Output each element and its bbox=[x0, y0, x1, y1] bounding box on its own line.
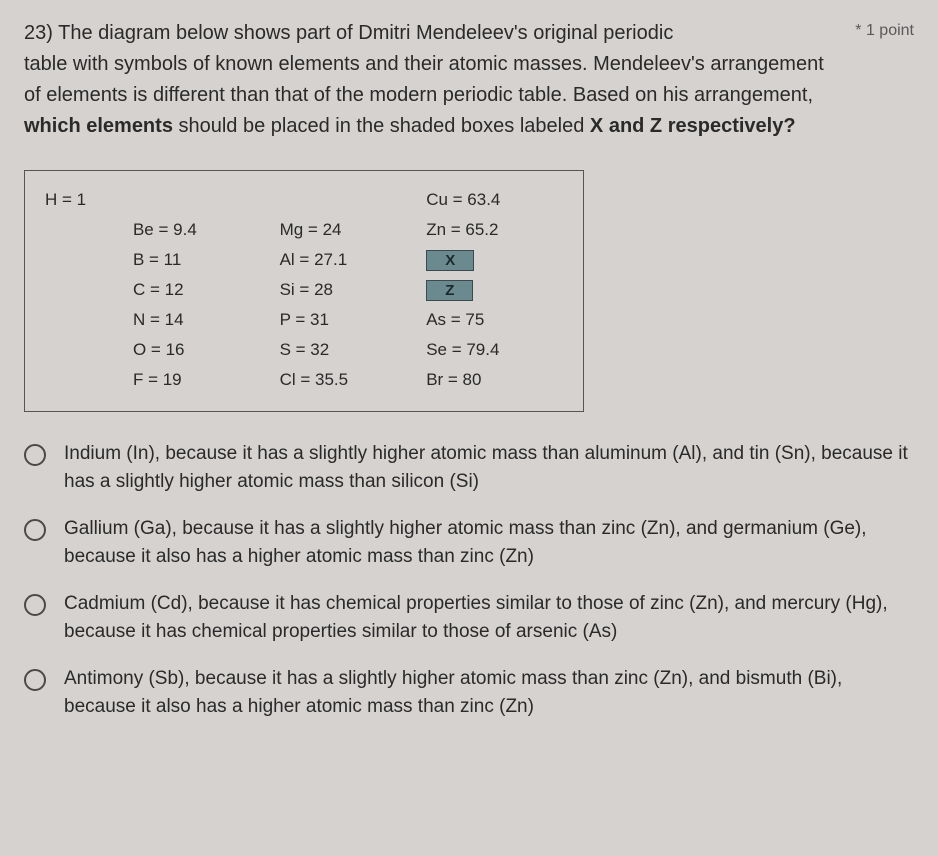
question-text: 23) The diagram below shows part of Dmit… bbox=[24, 18, 843, 142]
table-row: N = 14P = 31As = 75 bbox=[45, 305, 563, 335]
radio-icon[interactable] bbox=[24, 594, 46, 616]
cell-col4: Zn = 65.2 bbox=[426, 220, 563, 240]
cell-col2: B = 11 bbox=[133, 250, 280, 270]
radio-icon[interactable] bbox=[24, 444, 46, 466]
table-row: Be = 9.4Mg = 24Zn = 65.2 bbox=[45, 215, 563, 245]
answer-options: Indium (In), because it has a slightly h… bbox=[24, 440, 914, 720]
table-row: C = 12Si = 28Z bbox=[45, 275, 563, 305]
prompt-tail: should be placed in the shaded boxes lab… bbox=[173, 115, 590, 137]
question-header: 23) The diagram below shows part of Dmit… bbox=[24, 18, 914, 142]
cell-col4: X bbox=[426, 250, 563, 271]
cell-col4: Br = 80 bbox=[426, 370, 563, 390]
cell-col2: C = 12 bbox=[133, 280, 280, 300]
cell-col2: F = 19 bbox=[133, 370, 280, 390]
prompt-bold: which elements bbox=[24, 115, 173, 137]
option-text: Gallium (Ga), because it has a slightly … bbox=[64, 515, 914, 570]
cell-col3: Al = 27.1 bbox=[280, 250, 427, 270]
prompt-rest: table with symbols of known elements and… bbox=[24, 53, 824, 106]
cell-col4: As = 75 bbox=[426, 310, 563, 330]
cell-col2: Be = 9.4 bbox=[133, 220, 280, 240]
radio-icon[interactable] bbox=[24, 669, 46, 691]
cell-col2: O = 16 bbox=[133, 340, 280, 360]
prompt-line1: The diagram below shows part of Dmitri M… bbox=[58, 22, 673, 44]
radio-icon[interactable] bbox=[24, 519, 46, 541]
answer-option-2[interactable]: Gallium (Ga), because it has a slightly … bbox=[24, 515, 914, 570]
question-number: 23) bbox=[24, 22, 53, 44]
prompt-bold-xz: X and Z respectively? bbox=[590, 115, 796, 137]
shaded-box-x: X bbox=[426, 250, 474, 271]
cell-col4: Cu = 63.4 bbox=[426, 190, 563, 210]
answer-option-3[interactable]: Cadmium (Cd), because it has chemical pr… bbox=[24, 590, 914, 645]
shaded-box-z: Z bbox=[426, 280, 473, 301]
answer-option-1[interactable]: Indium (In), because it has a slightly h… bbox=[24, 440, 914, 495]
cell-col4: Z bbox=[426, 280, 563, 301]
answer-option-4[interactable]: Antimony (Sb), because it has a slightly… bbox=[24, 665, 914, 720]
cell-col1: H = 1 bbox=[45, 190, 133, 210]
table-row: O = 16S = 32Se = 79.4 bbox=[45, 335, 563, 365]
table-row: B = 11Al = 27.1X bbox=[45, 245, 563, 275]
cell-col3: Si = 28 bbox=[280, 280, 427, 300]
cell-col4: Se = 79.4 bbox=[426, 340, 563, 360]
cell-col3: Mg = 24 bbox=[280, 220, 427, 240]
option-text: Indium (In), because it has a slightly h… bbox=[64, 440, 914, 495]
cell-col2: N = 14 bbox=[133, 310, 280, 330]
cell-col3: P = 31 bbox=[280, 310, 427, 330]
table-row: F = 19Cl = 35.5Br = 80 bbox=[45, 365, 563, 395]
option-text: Cadmium (Cd), because it has chemical pr… bbox=[64, 590, 914, 645]
points-label: * 1 point bbox=[855, 18, 914, 40]
cell-col3: Cl = 35.5 bbox=[280, 370, 427, 390]
mendeleev-table: H = 1Cu = 63.4Be = 9.4Mg = 24Zn = 65.2B … bbox=[24, 170, 584, 412]
cell-col3: S = 32 bbox=[280, 340, 427, 360]
option-text: Antimony (Sb), because it has a slightly… bbox=[64, 665, 914, 720]
table-row: H = 1 Cu = 63.4 bbox=[45, 185, 563, 215]
